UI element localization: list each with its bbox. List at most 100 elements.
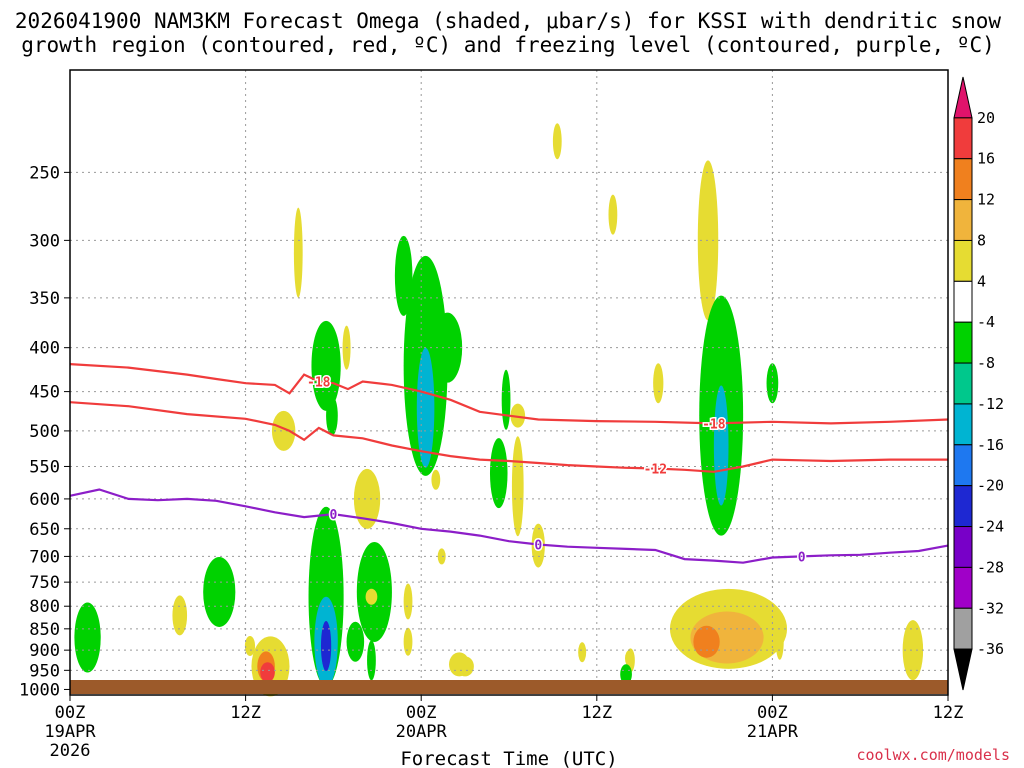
y-tick-label: 400 (29, 339, 60, 359)
omega-region (260, 662, 275, 683)
omega-region (489, 438, 508, 509)
x-tick-label: 00Z (406, 703, 437, 723)
x-tick-label: 12Z (230, 703, 261, 723)
omega-region (403, 583, 413, 620)
x-tick-label: 12Z (933, 703, 964, 723)
omega-region (271, 410, 296, 451)
chart-title-line1: 2026041900 NAM3KM Forecast Omega (shaded… (15, 9, 1002, 33)
colorbar-arrow-top (953, 76, 973, 119)
omega-region (203, 556, 236, 627)
pressure-axis: 250 300 350 400 450 500 550 600 650 700 750 800 850 9… (19, 163, 70, 700)
omega-region (693, 625, 720, 658)
y-tick-label: 300 (29, 231, 60, 251)
omega-region (578, 642, 587, 663)
colorbar-label: 20 (977, 109, 995, 127)
contour-label: 0 (798, 550, 806, 565)
x-tick-date: 20APR (396, 722, 448, 742)
colorbar-segment (953, 158, 973, 201)
colorbar-segment (953, 117, 973, 160)
omega-region (697, 160, 719, 321)
omega-region (394, 235, 413, 316)
colorbar-segment (953, 280, 973, 323)
colorbar-segment (953, 199, 973, 241)
y-tick-label: 500 (29, 422, 60, 442)
omega-region (346, 621, 365, 662)
x-tick-label: 00Z (757, 703, 788, 723)
omega-region (367, 640, 376, 681)
y-tick-label: 650 (29, 520, 60, 540)
colorbar-label: 16 (977, 150, 995, 168)
omega-region (456, 656, 474, 677)
colorbar-label: 4 (977, 272, 986, 290)
omega-region (293, 207, 303, 298)
terrain-ground (70, 680, 948, 694)
y-tick-label: 450 (29, 383, 60, 403)
y-tick-label: 800 (29, 597, 60, 617)
y-tick-label: 700 (29, 547, 60, 567)
colorbar-segment (953, 607, 973, 650)
omega-region (620, 664, 632, 685)
omega-region (74, 602, 101, 673)
omega-region (713, 385, 729, 506)
colorbar-label: 8 (977, 231, 986, 249)
contour-line (69, 363, 949, 425)
colorbar-segment (953, 485, 973, 528)
colorbar-segment (953, 362, 973, 405)
colorbar-arrow-bottom (953, 648, 973, 691)
omega-region (653, 363, 664, 404)
temperature-contours: -18 -18 -12 0 0 0 (69, 363, 949, 567)
omega-region (432, 312, 463, 383)
contour-label: 0 (329, 508, 337, 523)
omega-region (244, 635, 256, 656)
colorbar-label: -36 (977, 640, 1004, 658)
x-tick-year: 2026 (50, 741, 91, 761)
omega-region (326, 395, 338, 436)
colorbar-label: -20 (977, 477, 1004, 495)
colorbar-label: -24 (977, 518, 1004, 536)
contour-label: -12 (644, 462, 667, 477)
omega-region (511, 436, 524, 537)
colorbar-segment (953, 403, 973, 446)
x-tick-label: 00Z (55, 703, 86, 723)
colorbar-label: -16 (977, 436, 1004, 454)
y-tick-label: 350 (29, 289, 60, 309)
y-tick-label: 600 (29, 490, 60, 510)
colorbar-label: -32 (977, 599, 1004, 617)
colorbar-legend: 20 16 12 8 4 -4 -8 -12 -16 -20 -24 -28 -32 -36 (953, 76, 1004, 691)
omega-region (403, 627, 413, 656)
omega-region (431, 469, 441, 490)
omega-region (608, 194, 618, 235)
plot-area: -18 -18 -12 0 0 0 (69, 69, 949, 697)
omega-region (320, 620, 332, 671)
colorbar-segment (953, 444, 973, 487)
omega-region (902, 620, 924, 681)
contour-label: -18 (307, 376, 331, 391)
omega-region (437, 548, 446, 565)
omega-region (353, 468, 381, 529)
colorbar-label: 12 (977, 191, 995, 209)
colorbar-segment (953, 321, 973, 364)
x-tick-label: 12Z (581, 703, 612, 723)
omega-region (552, 123, 562, 160)
colorbar-label: -4 (977, 313, 995, 331)
omega-region (501, 369, 511, 430)
contour-label: 0 (534, 538, 542, 553)
omega-region (311, 320, 341, 411)
omega-region (365, 588, 378, 605)
y-tick-label: 550 (29, 457, 60, 477)
omega-region (510, 403, 526, 428)
chart-title-line2: growth region (contoured, red, ºC) and f… (21, 33, 995, 57)
x-axis-label: Forecast Time (UTC) (400, 748, 617, 768)
plot-frame (69, 69, 949, 696)
y-tick-label: 250 (29, 163, 60, 183)
y-tick-label: 850 (29, 620, 60, 640)
colorbar-label: -8 (977, 354, 995, 372)
contour-line (69, 488, 949, 564)
y-tick-label: 750 (29, 573, 60, 593)
y-tick-label: 950 (29, 661, 60, 681)
omega-shading (74, 123, 924, 697)
colorbar-segment (953, 239, 973, 282)
contour-label: -18 (702, 417, 726, 432)
